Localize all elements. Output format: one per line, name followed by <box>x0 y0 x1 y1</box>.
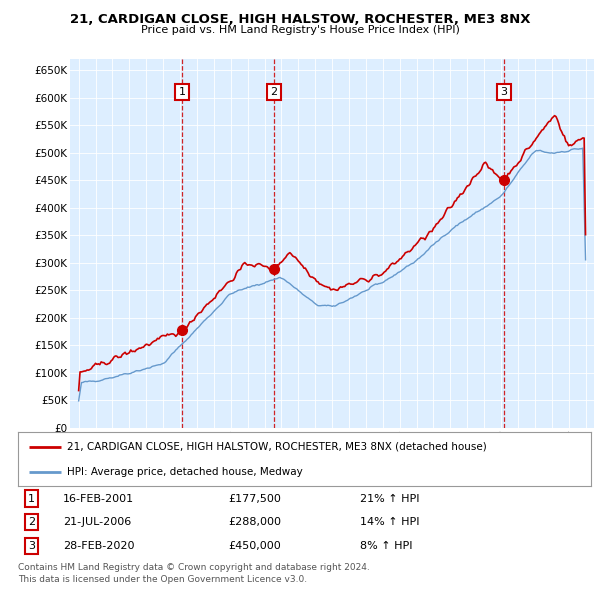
Text: HPI: Average price, detached house, Medway: HPI: Average price, detached house, Medw… <box>67 467 302 477</box>
Text: 2: 2 <box>28 517 35 527</box>
Text: 21-JUL-2006: 21-JUL-2006 <box>63 517 131 527</box>
Text: £288,000: £288,000 <box>228 517 281 527</box>
Text: 3: 3 <box>28 541 35 550</box>
Text: 3: 3 <box>500 87 507 97</box>
Text: Contains HM Land Registry data © Crown copyright and database right 2024.: Contains HM Land Registry data © Crown c… <box>18 563 370 572</box>
Text: 21, CARDIGAN CLOSE, HIGH HALSTOW, ROCHESTER, ME3 8NX (detached house): 21, CARDIGAN CLOSE, HIGH HALSTOW, ROCHES… <box>67 441 487 451</box>
Text: 21, CARDIGAN CLOSE, HIGH HALSTOW, ROCHESTER, ME3 8NX: 21, CARDIGAN CLOSE, HIGH HALSTOW, ROCHES… <box>70 13 530 26</box>
Text: 28-FEB-2020: 28-FEB-2020 <box>63 541 134 550</box>
Text: 8% ↑ HPI: 8% ↑ HPI <box>360 541 413 550</box>
Text: 2: 2 <box>270 87 277 97</box>
Text: 14% ↑ HPI: 14% ↑ HPI <box>360 517 419 527</box>
Text: 21% ↑ HPI: 21% ↑ HPI <box>360 494 419 503</box>
Text: 1: 1 <box>28 494 35 503</box>
Text: 1: 1 <box>179 87 185 97</box>
Text: 16-FEB-2001: 16-FEB-2001 <box>63 494 134 503</box>
Text: £450,000: £450,000 <box>228 541 281 550</box>
Text: This data is licensed under the Open Government Licence v3.0.: This data is licensed under the Open Gov… <box>18 575 307 584</box>
Text: Price paid vs. HM Land Registry's House Price Index (HPI): Price paid vs. HM Land Registry's House … <box>140 25 460 35</box>
Text: £177,500: £177,500 <box>228 494 281 503</box>
